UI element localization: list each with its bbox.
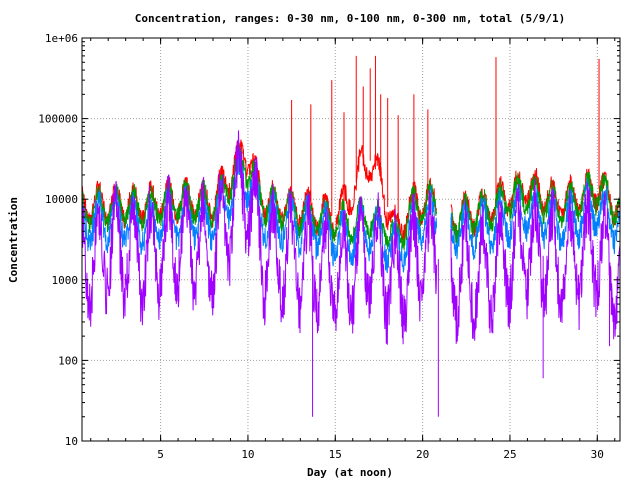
x-axis-label: Day (at noon) (307, 466, 393, 479)
y-tick-label: 1e+06 (45, 32, 78, 45)
chart-title: Concentration, ranges: 0-30 nm, 0-100 nm… (135, 12, 565, 25)
series-line-3 (81, 130, 621, 345)
y-tick-label: 100 (58, 354, 78, 367)
series-lines (81, 55, 621, 417)
axes (81, 37, 621, 442)
tick-labels: 5 10 15 20 25 30 10 100 1000 10000 100000 1e+06 (38, 32, 604, 461)
x-tick-label: 20 (416, 448, 429, 461)
y-tick-label: 10 (65, 435, 78, 448)
plot-frame (81, 37, 621, 442)
x-tick-label: 30 (591, 448, 604, 461)
y-axis-label: Concentration (7, 197, 20, 283)
x-tick-label: 15 (329, 448, 342, 461)
x-tick-label: 25 (503, 448, 516, 461)
x-tick-label: 10 (241, 448, 254, 461)
y-tick-label: 100000 (38, 113, 78, 126)
y-tick-label: 10000 (45, 193, 78, 206)
x-tick-label: 5 (157, 448, 164, 461)
y-tick-label: 1000 (52, 274, 79, 287)
